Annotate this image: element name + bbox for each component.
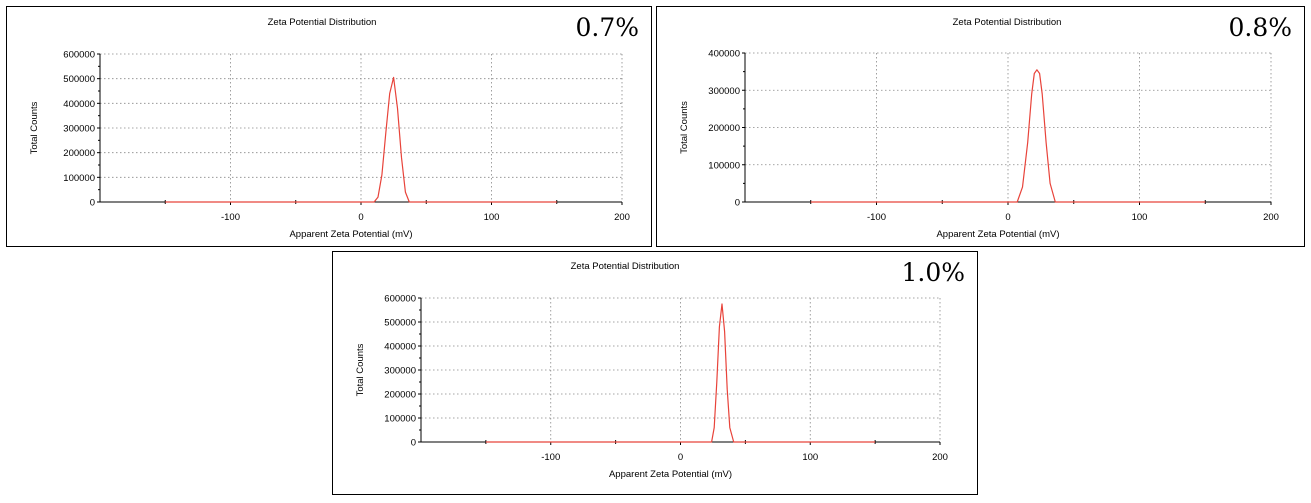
- chart-panel-1.0: 1.0% Zeta Potential Distribution 0 100000 2…: [332, 251, 978, 495]
- panel-label: 0.8%: [1228, 13, 1292, 42]
- chart-panel-0.8: 0.8% Zeta Potential Distribution 0 100000 2…: [656, 6, 1305, 247]
- chart-title: Zeta Potential Distribution: [953, 17, 1062, 28]
- y-tick-label: 100000: [708, 160, 740, 171]
- y-tick-label: 200000: [708, 123, 740, 134]
- x-tick-label: 200: [1263, 212, 1279, 223]
- chart-panel-0.7: 0.7% Zeta Potential Distribution 0 100000 2…: [6, 6, 652, 247]
- y-axis-label: Total Counts: [355, 343, 366, 396]
- y-tick-label: 300000: [384, 366, 416, 377]
- y-tick-label: 100000: [384, 414, 416, 425]
- x-axis-label: Apparent Zeta Potential (mV): [289, 229, 412, 240]
- y-tick-label: 600000: [384, 294, 416, 305]
- x-tick-label: 200: [932, 452, 948, 463]
- x-tick-label: 100: [484, 212, 500, 223]
- distribution-curve: [165, 76, 557, 203]
- y-tick-label: 100000: [63, 173, 95, 184]
- x-tick-label: -100: [867, 212, 886, 223]
- x-tick-label: 0: [358, 212, 363, 223]
- distribution-curve: [485, 303, 876, 443]
- panel-label: 0.7%: [575, 13, 639, 42]
- x-axis-label: Apparent Zeta Potential (mV): [936, 229, 1059, 240]
- y-tick-label: 0: [735, 198, 740, 209]
- y-tick-label: 400000: [708, 49, 740, 60]
- zeta-chart-1.0: Zeta Potential Distribution 0 100000 200000…: [355, 261, 948, 480]
- y-tick-label: 500000: [63, 74, 95, 85]
- x-tick-label: -100: [221, 212, 240, 223]
- y-tick-label: 300000: [708, 86, 740, 97]
- y-tick-label: 0: [411, 438, 416, 449]
- x-tick-label: 100: [802, 452, 818, 463]
- x-tick-label: 0: [1005, 212, 1010, 223]
- chart-title: Zeta Potential Distribution: [571, 261, 680, 272]
- x-tick-label: -100: [541, 452, 560, 463]
- chart-title: Zeta Potential Distribution: [268, 17, 377, 28]
- x-tick-label: 100: [1132, 212, 1148, 223]
- x-axis-label: Apparent Zeta Potential (mV): [609, 469, 732, 480]
- y-tick-label: 200000: [63, 148, 95, 159]
- y-tick-label: 400000: [63, 99, 95, 110]
- zeta-chart-0.7: Zeta Potential Distribution 0 100000 200000…: [29, 17, 630, 240]
- y-tick-label: 400000: [384, 342, 416, 353]
- x-tick-label: 200: [614, 212, 630, 223]
- y-axis-label: Total Counts: [29, 101, 40, 154]
- y-tick-label: 500000: [384, 318, 416, 329]
- y-tick-label: 200000: [384, 390, 416, 401]
- panel-label: 1.0%: [901, 258, 965, 287]
- y-axis-label: Total Counts: [679, 101, 690, 154]
- zeta-chart-0.8: Zeta Potential Distribution 0 100000 200000…: [679, 17, 1279, 240]
- y-tick-label: 600000: [63, 50, 95, 61]
- distribution-curve: [810, 69, 1206, 203]
- y-tick-label: 300000: [63, 124, 95, 135]
- y-tick-label: 0: [90, 198, 95, 209]
- x-tick-label: 0: [678, 452, 683, 463]
